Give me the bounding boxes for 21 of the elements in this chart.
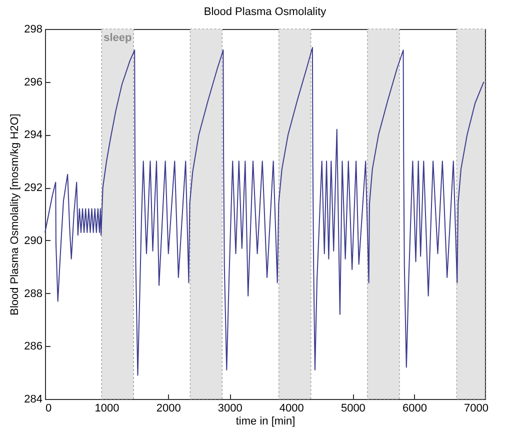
band-label: sleep (104, 32, 132, 44)
x-tick-label: 3000 (218, 402, 242, 414)
x-tick-label: 1000 (94, 402, 120, 414)
x-tick-label: 7000 (464, 402, 489, 414)
y-tick-label: 288 (24, 288, 42, 300)
x-tick-label: 4000 (279, 402, 304, 414)
y-tick-label: 294 (24, 129, 42, 142)
line-series (44, 47, 484, 376)
x-axis-title: time in [min] (236, 416, 296, 428)
x-tick-label: 0 (46, 402, 52, 414)
y-tick-label: 286 (24, 340, 42, 353)
y-tick-label: 298 (24, 24, 42, 36)
chart-title: Blood Plasma Osmolality (204, 6, 327, 18)
y-tick-label: 292 (24, 182, 42, 194)
x-tick-label: 6000 (402, 402, 427, 414)
y-tick-label: 290 (24, 234, 42, 247)
y-axis-title: Blood Plasma Osmolality [mosm/kg H2O] (9, 114, 22, 316)
x-tick-label: 5000 (340, 402, 366, 414)
y-tick-label: 284 (24, 394, 42, 406)
y-tick-label: 296 (24, 76, 42, 88)
x-tick-label: 2000 (156, 402, 181, 414)
